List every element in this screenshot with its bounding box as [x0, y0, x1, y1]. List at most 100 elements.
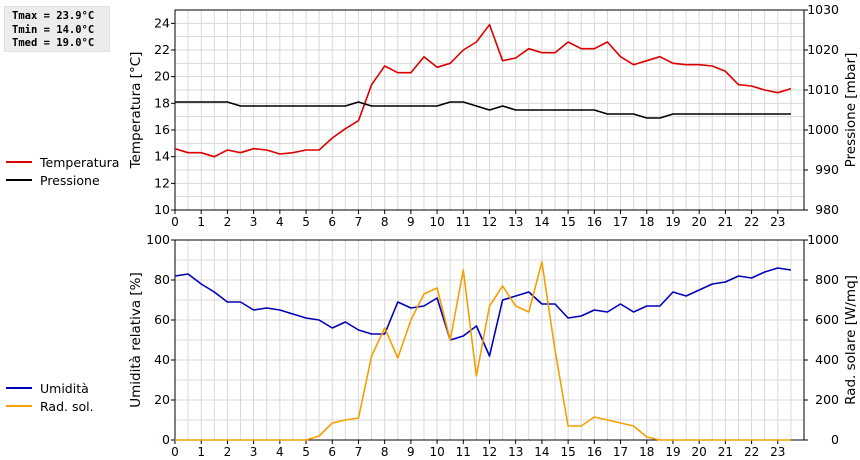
p2-x-tick-label: 10 [429, 445, 444, 459]
p2-y-tick-label: 40 [154, 352, 170, 367]
p1-x-tick-label: 12 [482, 215, 497, 229]
p1-x-tick-label: 2 [224, 215, 232, 229]
p2-y-tick-label: 0 [162, 432, 170, 447]
p1-x-tick-label: 19 [665, 215, 680, 229]
p1-y-tick-label: 24 [154, 15, 170, 30]
stat-tmin: Tmin = 14.0°C [12, 23, 95, 36]
p1-y-tick-label: 22 [154, 42, 170, 57]
p1-x-tick-label: 9 [407, 215, 415, 229]
p1-y2-tick-label: 990 [815, 162, 839, 177]
p2-x-tick-label: 18 [639, 445, 654, 459]
p1-y2-tick-label: 1030 [807, 2, 839, 17]
p1-y-tick-label: 12 [154, 175, 170, 190]
legend-swatch-radiation [6, 405, 32, 407]
series-line-temperature [174, 23, 792, 158]
legend-label-humidity: Umidità [40, 380, 89, 396]
p1-y2-tick-label: 1020 [807, 42, 839, 57]
p1-y-tick-label: 10 [154, 202, 170, 217]
legend-item-temperature: Temperatura [6, 153, 119, 171]
p2-x-tick-label: 23 [770, 445, 785, 459]
p1-y-tick-label: 16 [154, 122, 170, 137]
p2-x-tick-label: 15 [560, 445, 575, 459]
p1-ylabel: Temperatura [°C] [128, 52, 144, 170]
legend-bottom: Umidità Rad. sol. [6, 379, 94, 415]
p2-x-tick-label: 6 [328, 445, 336, 459]
p1-x-tick-label: 18 [639, 215, 654, 229]
p2-y2-tick-label: 1000 [807, 232, 839, 247]
p2-x-tick-label: 11 [456, 445, 471, 459]
p2-y2-tick-label: 0 [831, 432, 839, 447]
p1-x-tick-label: 15 [560, 215, 575, 229]
p1-y2-tick-label: 1010 [807, 82, 839, 97]
p2-y2-tick-label: 600 [815, 312, 839, 327]
p1-x-tick-label: 14 [534, 215, 549, 229]
p2-x-tick-label: 14 [534, 445, 549, 459]
p1-x-tick-label: 1 [197, 215, 205, 229]
p1-x-tick-label: 13 [508, 215, 523, 229]
p2-x-tick-label: 12 [482, 445, 497, 459]
p2-x-tick-label: 13 [508, 445, 523, 459]
p2-x-tick-label: 20 [692, 445, 707, 459]
p1-x-tick-label: 11 [456, 215, 471, 229]
legend-label-radiation: Rad. sol. [40, 398, 94, 414]
p1-y-tick-label: 14 [154, 149, 170, 164]
p2-x-tick-label: 22 [744, 445, 759, 459]
p1-x-tick-label: 8 [381, 215, 389, 229]
legend-label-temperature: Temperatura [40, 154, 120, 170]
p2-x-tick-label: 0 [171, 445, 179, 459]
p1-x-tick-label: 20 [692, 215, 707, 229]
p2-y-tick-label: 60 [154, 312, 170, 327]
legend-swatch-humidity [6, 387, 32, 389]
p2-y2-tick-label: 800 [815, 272, 839, 287]
p1-ylabel-right: Pressione [mbar] [843, 53, 859, 168]
p1-x-tick-label: 0 [171, 215, 179, 229]
p2-x-tick-label: 19 [665, 445, 680, 459]
p1-x-tick-label: 17 [613, 215, 628, 229]
p2-x-tick-label: 4 [276, 445, 284, 459]
p1-x-tick-label: 21 [718, 215, 733, 229]
p2-x-tick-label: 8 [381, 445, 389, 459]
p1-y2-tick-label: 980 [815, 202, 839, 217]
p1-x-tick-label: 6 [328, 215, 336, 229]
legend-item-humidity: Umidità [6, 379, 94, 397]
legend-item-pressure: Pressione [6, 171, 119, 189]
p2-y-tick-label: 80 [154, 272, 170, 287]
p2-y-tick-label: 100 [146, 232, 170, 247]
p2-y-tick-label: 20 [154, 392, 170, 407]
p1-x-tick-label: 23 [770, 215, 785, 229]
p2-x-tick-label: 7 [355, 445, 363, 459]
p1-x-tick-label: 22 [744, 215, 759, 229]
p2-x-tick-label: 9 [407, 445, 415, 459]
legend-item-radiation: Rad. sol. [6, 397, 94, 415]
p1-x-tick-label: 16 [587, 215, 602, 229]
p1-x-tick-label: 5 [302, 215, 310, 229]
stat-tmed: Tmed = 19.0°C [12, 37, 95, 49]
series-line-radiation [175, 261, 791, 441]
p1-x-tick-label: 7 [355, 215, 363, 229]
p1-x-tick-label: 10 [429, 215, 444, 229]
p2-x-tick-label: 5 [302, 445, 310, 459]
p2-x-tick-label: 2 [224, 445, 232, 459]
legend-swatch-temperature [6, 161, 32, 163]
p2-x-tick-label: 17 [613, 445, 628, 459]
legend-label-pressure: Pressione [40, 172, 100, 188]
p2-y2-tick-label: 400 [815, 352, 839, 367]
p2-ylabel-right: Rad. solare [W/mq] [843, 275, 859, 405]
p2-x-tick-label: 16 [587, 445, 602, 459]
p2-x-tick-label: 1 [197, 445, 205, 459]
stats-box: Tmax = 23.9°C Tmin = 14.0°C Tmed = 19.0°… [4, 6, 110, 52]
p1-y-tick-label: 18 [154, 95, 170, 110]
p1-x-tick-label: 3 [250, 215, 258, 229]
p1-y2-tick-label: 1000 [807, 122, 839, 137]
p1-x-tick-label: 4 [276, 215, 284, 229]
p2-y2-tick-label: 200 [815, 392, 839, 407]
series-line-pressure [175, 101, 791, 119]
p2-x-tick-label: 21 [718, 445, 733, 459]
p2-x-tick-label: 3 [250, 445, 258, 459]
stat-tmax: Tmax = 23.9°C [12, 10, 95, 22]
p1-y-tick-label: 20 [154, 69, 170, 84]
p2-ylabel: Umidità relativa [%] [128, 272, 144, 408]
legend-top: Temperatura Pressione [6, 153, 119, 189]
legend-swatch-pressure [6, 179, 32, 181]
